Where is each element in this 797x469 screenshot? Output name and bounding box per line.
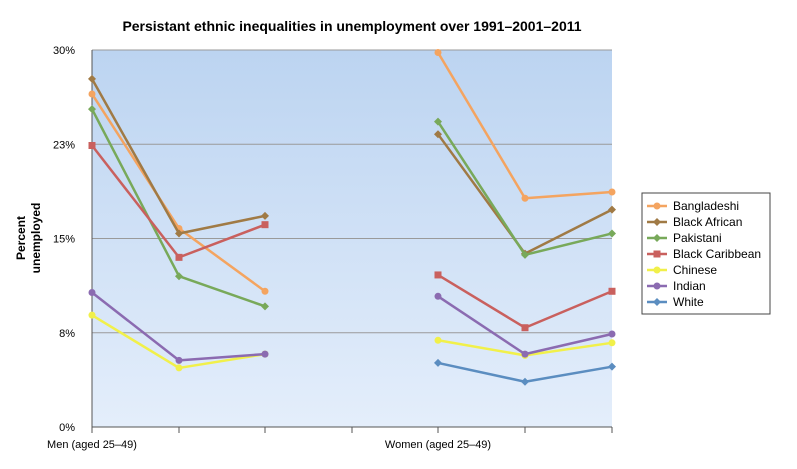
data-point <box>653 282 661 290</box>
data-point <box>521 377 529 386</box>
data-point <box>521 194 529 202</box>
legend-item: Black African <box>647 215 742 229</box>
legend-item: White <box>647 295 704 309</box>
legend-item: Pakistani <box>647 231 722 245</box>
data-point <box>175 253 183 261</box>
x-group-label: Women (aged 25–49) <box>385 439 491 451</box>
legend: Bangladeshi Black African Pakistani Black C… <box>641 192 771 315</box>
y-tick-label: 23% <box>53 139 75 151</box>
y-tick-label: 8% <box>59 328 75 340</box>
legend-item: Bangladeshi <box>647 199 739 213</box>
data-point <box>653 218 661 226</box>
data-point <box>175 229 183 238</box>
series <box>88 49 616 386</box>
data-point <box>175 356 183 364</box>
data-point <box>653 298 661 306</box>
data-point <box>88 289 96 297</box>
data-point <box>608 330 616 338</box>
data-point <box>434 292 442 300</box>
x-group-label: Men (aged 25–49) <box>47 439 137 451</box>
y-axis-label-line2: unemployed <box>29 203 43 274</box>
data-point <box>653 266 661 274</box>
series-black-caribbean <box>88 142 616 332</box>
legend-label: Black Caribbean <box>673 247 761 261</box>
data-point <box>175 272 183 281</box>
data-point <box>261 287 269 295</box>
data-point <box>434 49 442 57</box>
data-point <box>521 324 529 332</box>
legend-item: Black Caribbean <box>647 247 761 261</box>
data-point <box>261 350 269 358</box>
data-point <box>608 287 616 295</box>
series-white <box>434 358 616 386</box>
data-point <box>88 105 96 114</box>
data-point <box>434 117 442 126</box>
data-point <box>608 362 616 371</box>
y-axis-label-line1: Percent <box>14 216 28 260</box>
data-point <box>175 364 183 372</box>
legend-item: Indian <box>647 279 706 293</box>
series-indian <box>88 289 616 364</box>
data-point <box>653 250 661 258</box>
legend-label: Black African <box>673 215 742 229</box>
data-point <box>521 350 529 358</box>
data-point <box>608 339 616 347</box>
legend-label: Indian <box>673 279 706 293</box>
data-point <box>261 221 269 229</box>
data-point <box>88 74 96 83</box>
data-point <box>88 90 96 98</box>
data-point <box>261 302 269 311</box>
series-pakistani <box>88 105 616 311</box>
chart-title: Persistant ethnic inequalities in unempl… <box>122 18 581 34</box>
legend-label: Bangladeshi <box>673 199 739 213</box>
y-tick-label: 30% <box>53 45 75 57</box>
series-bangladeshi <box>88 49 616 295</box>
data-point <box>88 142 96 150</box>
legend-label: Chinese <box>673 263 717 277</box>
data-point <box>261 211 269 220</box>
y-tick-label: 15% <box>53 234 75 246</box>
data-point <box>653 202 661 210</box>
data-point <box>653 234 661 242</box>
data-point <box>434 336 442 344</box>
data-point <box>608 188 616 196</box>
data-point <box>88 311 96 319</box>
data-point <box>608 229 616 238</box>
legend-label: White <box>673 295 704 309</box>
data-point <box>434 271 442 279</box>
data-point <box>434 358 442 367</box>
gridlines <box>92 49 612 334</box>
data-point <box>521 250 529 259</box>
axes: 0% 8% 15% 23% 30% Men (aged 25–49) Women (aged… <box>47 45 613 451</box>
data-point <box>608 205 616 214</box>
legend-label: Pakistani <box>673 231 722 245</box>
legend-item: Chinese <box>647 263 717 277</box>
y-tick-label: 0% <box>59 422 75 434</box>
data-point <box>434 130 442 139</box>
